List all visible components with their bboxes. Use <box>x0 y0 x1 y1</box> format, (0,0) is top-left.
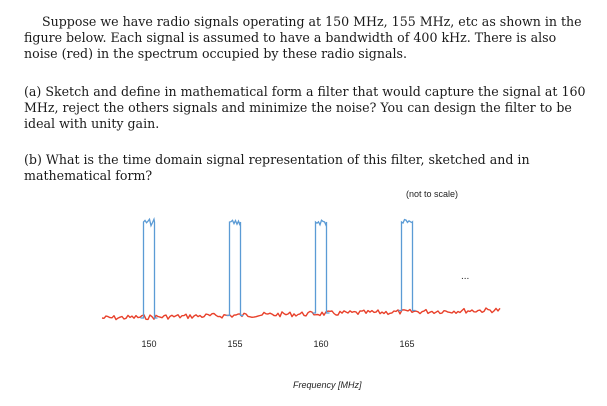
signal-pulse <box>140 216 158 319</box>
tick-label: 165 <box>399 339 414 349</box>
question-b: (b) What is the time domain signal repre… <box>24 152 530 183</box>
noise-line <box>101 307 501 321</box>
question-a: (a) Sketch and define in mathematical fo… <box>24 84 586 131</box>
tick-label: 155 <box>227 339 242 349</box>
signal-pulse <box>312 219 330 314</box>
signal-group <box>140 216 416 319</box>
signal-pulse <box>226 219 244 317</box>
x-axis-label: Frequency [MHz] <box>293 380 362 390</box>
tick-label: 160 <box>313 339 328 349</box>
tick-label: 150 <box>141 339 156 349</box>
not-to-scale-note: (not to scale) <box>406 189 458 199</box>
tick-labels: 150 155 160 165 <box>141 339 414 349</box>
problem-intro: Suppose we have radio signals operating … <box>24 14 582 61</box>
signal-pulse <box>398 218 416 312</box>
continuation-dots: ... <box>461 271 469 282</box>
